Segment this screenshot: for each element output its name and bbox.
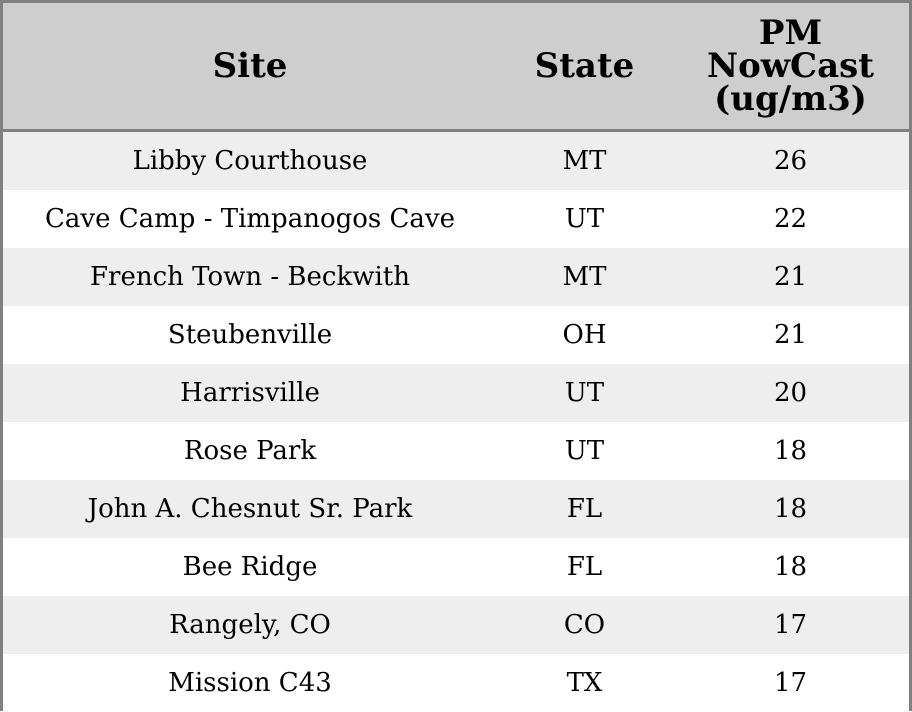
header-pm-line-3: (ug/m3): [672, 83, 909, 116]
cell-pm-nowcast: 20: [672, 364, 909, 422]
cell-pm-nowcast: 17: [672, 596, 909, 654]
cell-site: Steubenville: [3, 306, 497, 364]
header-row: Site State PM NowCast (ug/m3): [3, 3, 909, 131]
cell-site: Libby Courthouse: [3, 131, 497, 191]
cell-pm-nowcast: 21: [672, 306, 909, 364]
cell-site: French Town - Beckwith: [3, 248, 497, 306]
cell-state: FL: [497, 538, 672, 596]
cell-state: UT: [497, 422, 672, 480]
cell-site: Rose Park: [3, 422, 497, 480]
cell-site: Rangely, CO: [3, 596, 497, 654]
cell-state: UT: [497, 364, 672, 422]
cell-state: UT: [497, 190, 672, 248]
cell-pm-nowcast: 18: [672, 480, 909, 538]
cell-state: MT: [497, 131, 672, 191]
cell-pm-nowcast: 26: [672, 131, 909, 191]
cell-state: MT: [497, 248, 672, 306]
header-site: Site: [3, 3, 497, 131]
cell-site: Bee Ridge: [3, 538, 497, 596]
header-state: State: [497, 3, 672, 131]
header-site-text: Site: [3, 50, 497, 83]
header-pm-line-1: PM: [672, 17, 909, 50]
cell-pm-nowcast: 17: [672, 654, 909, 712]
cell-site: John A. Chesnut Sr. Park: [3, 480, 497, 538]
cell-state: TX: [497, 654, 672, 712]
cell-pm-nowcast: 18: [672, 538, 909, 596]
header-state-text: State: [497, 50, 672, 83]
cell-state: OH: [497, 306, 672, 364]
cell-state: FL: [497, 480, 672, 538]
cell-site: Cave Camp - Timpanogos Cave: [3, 190, 497, 248]
header-pm-line-2: NowCast: [672, 50, 909, 83]
header-pm-nowcast: PM NowCast (ug/m3): [672, 3, 909, 131]
pm-nowcast-table: Site State PM NowCast (ug/m3) Libby Cour…: [3, 3, 909, 712]
cell-state: CO: [497, 596, 672, 654]
cell-pm-nowcast: 18: [672, 422, 909, 480]
cell-pm-nowcast: 22: [672, 190, 909, 248]
cell-pm-nowcast: 21: [672, 248, 909, 306]
cell-site: Harrisville: [3, 364, 497, 422]
table-header: Site State PM NowCast (ug/m3): [3, 3, 909, 131]
cell-site: Mission C43: [3, 654, 497, 712]
